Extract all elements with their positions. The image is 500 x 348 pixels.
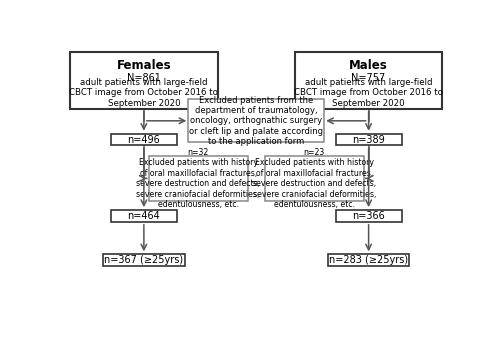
Text: n=23
Excluded patients with history
of oral maxillofacial fractures,
severe dest: n=23 Excluded patients with history of o… <box>252 148 376 209</box>
Text: n=464: n=464 <box>128 211 160 221</box>
FancyBboxPatch shape <box>265 156 364 200</box>
Text: n=366: n=366 <box>352 211 385 221</box>
FancyBboxPatch shape <box>336 134 402 145</box>
Text: n=496: n=496 <box>128 135 160 144</box>
Text: n=389: n=389 <box>352 135 385 144</box>
Text: n=283 (≥25yrs): n=283 (≥25yrs) <box>329 255 408 265</box>
FancyBboxPatch shape <box>328 254 409 266</box>
Text: N=757: N=757 <box>352 73 386 83</box>
FancyBboxPatch shape <box>188 100 324 142</box>
FancyBboxPatch shape <box>111 134 177 145</box>
FancyBboxPatch shape <box>70 53 218 109</box>
Text: adult patients with large-field
CBCT image from October 2016 to
September 2020: adult patients with large-field CBCT ima… <box>294 78 443 108</box>
Text: Excluded patients from the
department of traumatology,
oncology, orthognathic su: Excluded patients from the department of… <box>189 95 323 146</box>
Text: n=367 (≥25yrs): n=367 (≥25yrs) <box>104 255 184 265</box>
Text: N=861: N=861 <box>127 73 161 83</box>
FancyBboxPatch shape <box>111 210 177 222</box>
FancyBboxPatch shape <box>148 156 248 200</box>
Text: n=32
Excluded patients with history
of oral maxillofacial fractures,
severe dest: n=32 Excluded patients with history of o… <box>136 148 260 209</box>
FancyBboxPatch shape <box>295 53 442 109</box>
Text: adult patients with large-field
CBCT image from October 2016 to
September 2020: adult patients with large-field CBCT ima… <box>70 78 218 108</box>
Text: Females: Females <box>116 60 171 72</box>
FancyBboxPatch shape <box>336 210 402 222</box>
Text: Males: Males <box>349 60 388 72</box>
FancyBboxPatch shape <box>103 254 184 266</box>
